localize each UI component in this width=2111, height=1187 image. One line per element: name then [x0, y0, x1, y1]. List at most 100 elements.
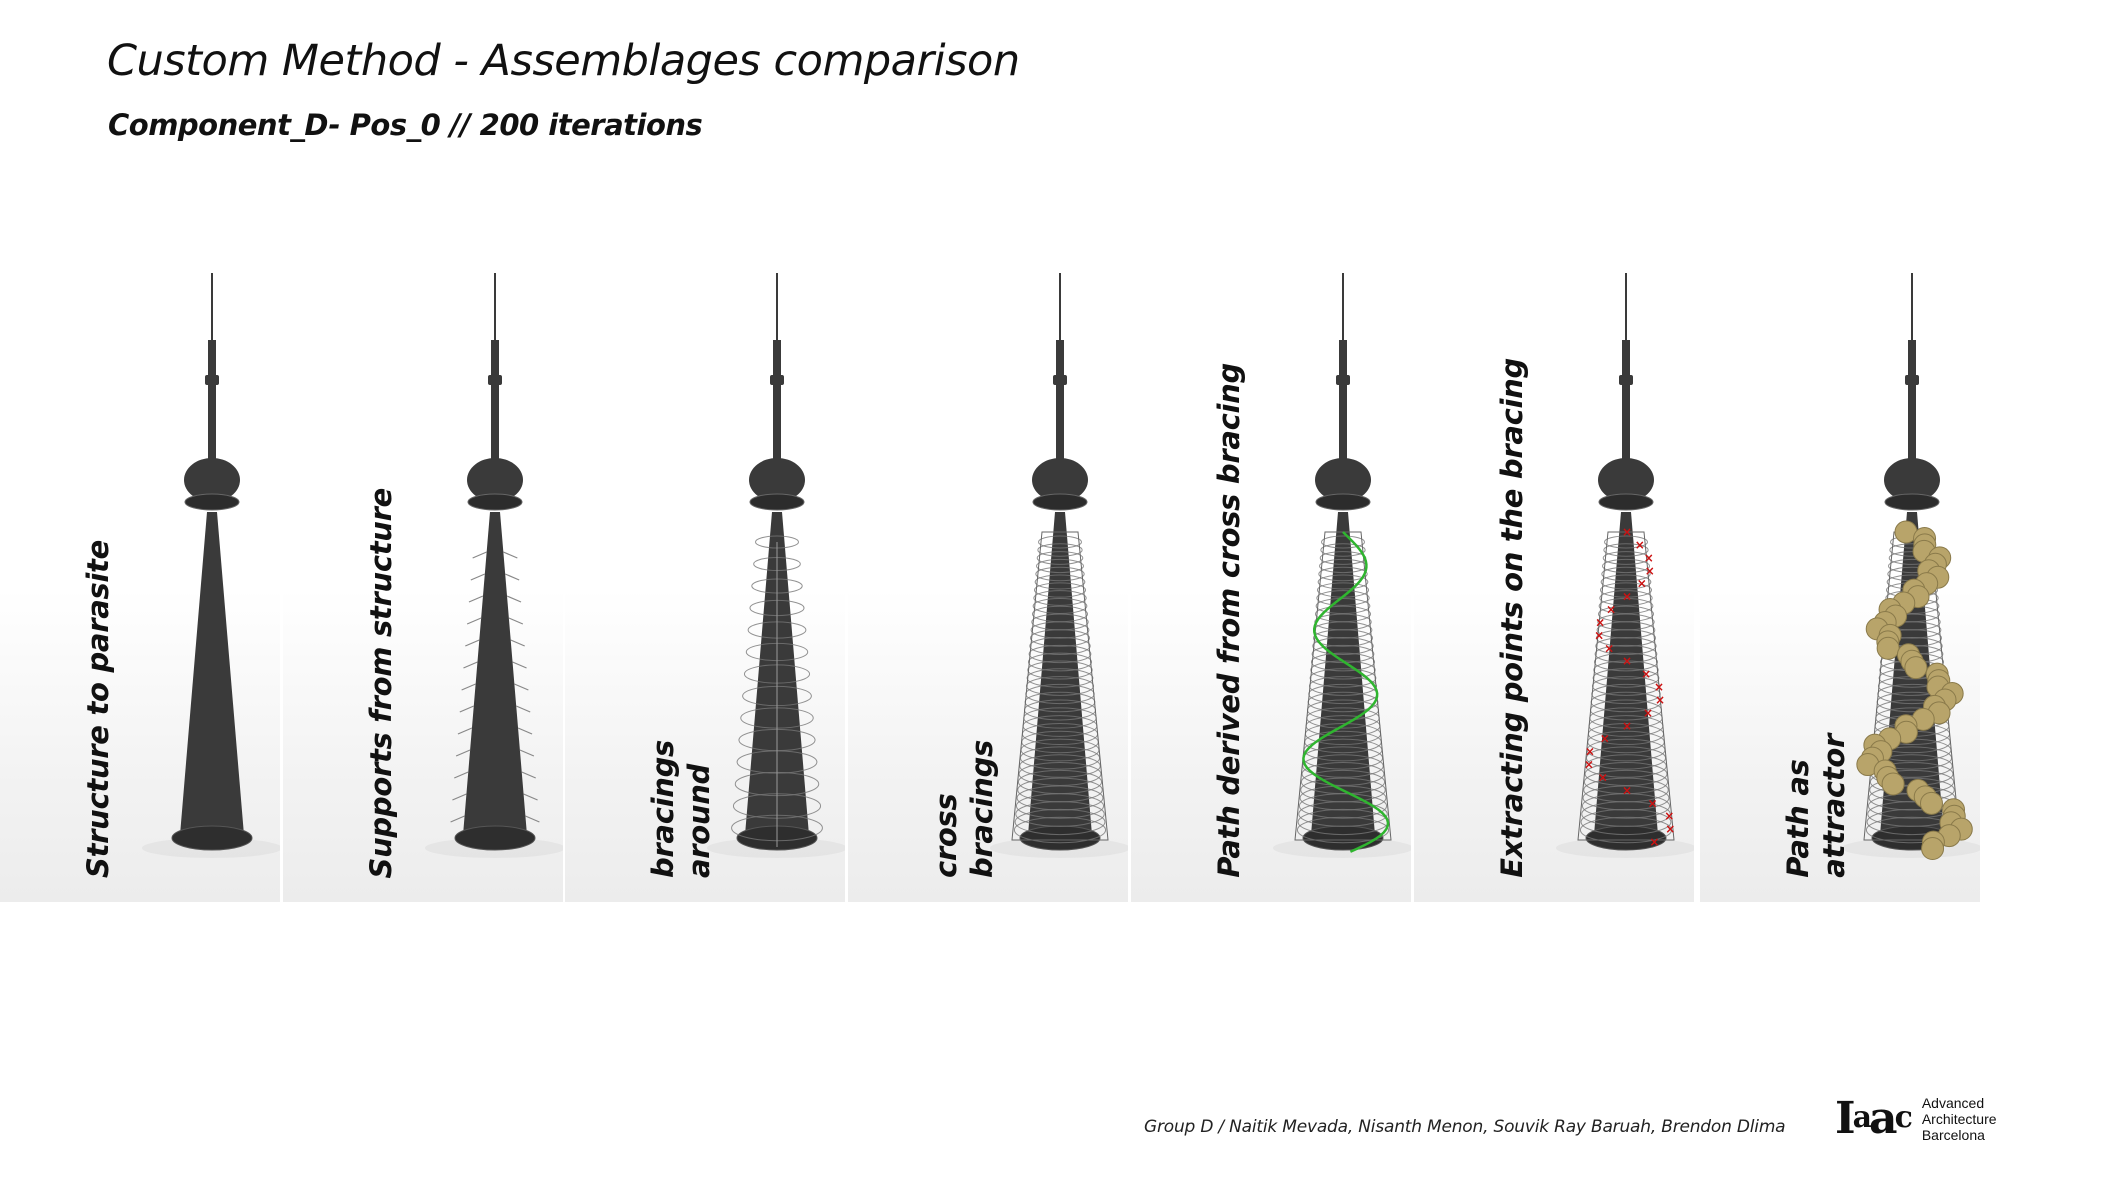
support — [455, 749, 471, 757]
mast — [208, 340, 216, 460]
bracing-ring — [1015, 801, 1105, 827]
bracing-ring — [1309, 668, 1377, 688]
point-marker: × — [1635, 538, 1645, 552]
bracing-ring — [1015, 793, 1105, 819]
attractor-blob — [1881, 772, 1905, 796]
tower-render — [990, 273, 1128, 858]
pod — [1315, 458, 1371, 502]
mast — [773, 340, 781, 460]
mast — [1908, 340, 1916, 460]
mast-knob — [488, 375, 502, 385]
logo-text: Advanced Architecture Barcelona — [1921, 1095, 1997, 1143]
support — [504, 573, 520, 581]
page-title: Custom Method - Assemblages comparison — [107, 36, 1020, 86]
tower-shaft — [1028, 512, 1092, 835]
bracing-ring — [1580, 808, 1672, 836]
bracing-ring — [1593, 652, 1659, 672]
bracing-ring — [1595, 629, 1657, 647]
bracing-outline — [1577, 531, 1675, 841]
tower-render — [707, 273, 845, 858]
bracing-ring — [1312, 629, 1374, 647]
point-marker: × — [1641, 667, 1651, 681]
point-marker: × — [1643, 706, 1653, 720]
point-marker: × — [1622, 783, 1632, 797]
point-marker: × — [1604, 641, 1614, 655]
bracing-ring — [1310, 652, 1376, 672]
panel-path: Path derived from cross bracing — [1131, 250, 1411, 902]
support — [521, 771, 536, 779]
bracing-ring — [1308, 676, 1378, 696]
tower-render — [1842, 273, 1980, 861]
point-marker: × — [1622, 654, 1632, 668]
bracing-ring — [1032, 597, 1088, 615]
bracing-ring — [1315, 597, 1371, 615]
support — [450, 815, 465, 823]
panel-points: × × × × × × × × × × × × × × × × × × × × × × × × × Extracting poin… — [1414, 250, 1694, 902]
support — [470, 573, 486, 581]
bracing-ring — [1602, 551, 1650, 565]
bracing-ring — [1302, 754, 1384, 778]
bracing-ring — [1594, 644, 1658, 664]
point-marker: × — [1585, 745, 1595, 759]
bracing-outline — [1011, 531, 1109, 841]
pod-ring — [467, 493, 523, 511]
bracing-ring — [1599, 590, 1653, 606]
bracing-ring — [1595, 637, 1657, 655]
support — [503, 551, 518, 559]
panel-cross-bracings: cross bracings — [848, 250, 1128, 902]
support — [525, 815, 540, 823]
tower-shaft — [1594, 512, 1658, 835]
pod — [1884, 458, 1940, 502]
panel-label: Structure to parasite — [81, 540, 115, 878]
support — [517, 727, 533, 735]
bracing-ring — [1036, 551, 1084, 565]
tower-shaft — [463, 512, 527, 835]
bracing-ring — [1028, 644, 1092, 664]
bracing-ring — [1592, 668, 1660, 688]
pod-ring — [1884, 493, 1940, 511]
support — [514, 683, 529, 691]
bracing-ring — [1601, 558, 1651, 574]
support — [466, 617, 482, 625]
point-marker: × — [1598, 770, 1608, 784]
tower-render: ××××××××××××××××××××××××× — [1556, 273, 1694, 858]
bracing-ring — [1585, 754, 1667, 778]
green-path — [1302, 531, 1390, 853]
bracing-ring — [1296, 816, 1390, 844]
pod-ring — [749, 493, 805, 511]
panel-supports: Supports from structure — [283, 250, 563, 902]
attractor-blob — [1921, 837, 1945, 861]
bracing-ring — [1018, 762, 1102, 786]
bracing-ring — [1037, 543, 1083, 557]
bracing-ring — [1596, 621, 1656, 639]
bracing-ring — [1601, 566, 1651, 582]
bracing-ring — [1033, 590, 1087, 606]
bracing-ring — [1581, 801, 1671, 827]
point-marker: × — [1664, 809, 1674, 823]
support — [461, 683, 476, 691]
panel-label: Path derived from cross bracing — [1212, 363, 1246, 878]
attractor-blob — [1876, 636, 1900, 660]
support — [519, 749, 535, 757]
bracing-outline — [1294, 531, 1392, 841]
tower-base — [171, 825, 253, 851]
point-marker: × — [1649, 835, 1659, 849]
mast-knob — [205, 375, 219, 385]
point-marker: × — [1654, 680, 1664, 694]
panel-label: Path as attractor — [1781, 734, 1851, 878]
bracing-ring — [1030, 621, 1090, 639]
point-marker: × — [1622, 525, 1632, 539]
point-marker: × — [1637, 577, 1647, 591]
panel-label: bracings around — [646, 739, 716, 878]
panel-label: Supports from structure — [364, 487, 398, 879]
bracing-ring — [1298, 801, 1388, 827]
tower-shaft — [1311, 512, 1375, 835]
logo-mark: Iaac — [1835, 1093, 1913, 1144]
bracing-ring — [1027, 660, 1093, 680]
point-marker: × — [1584, 758, 1594, 772]
tower-render — [1273, 273, 1411, 858]
support — [463, 661, 478, 669]
bracing-ring — [1037, 535, 1083, 549]
bracing-ring — [1598, 597, 1654, 615]
bracing-ring — [1603, 535, 1649, 549]
